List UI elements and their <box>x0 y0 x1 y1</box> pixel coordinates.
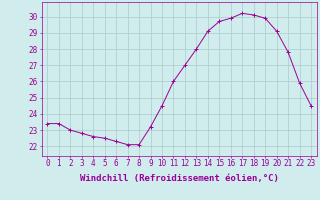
X-axis label: Windchill (Refroidissement éolien,°C): Windchill (Refroidissement éolien,°C) <box>80 174 279 183</box>
